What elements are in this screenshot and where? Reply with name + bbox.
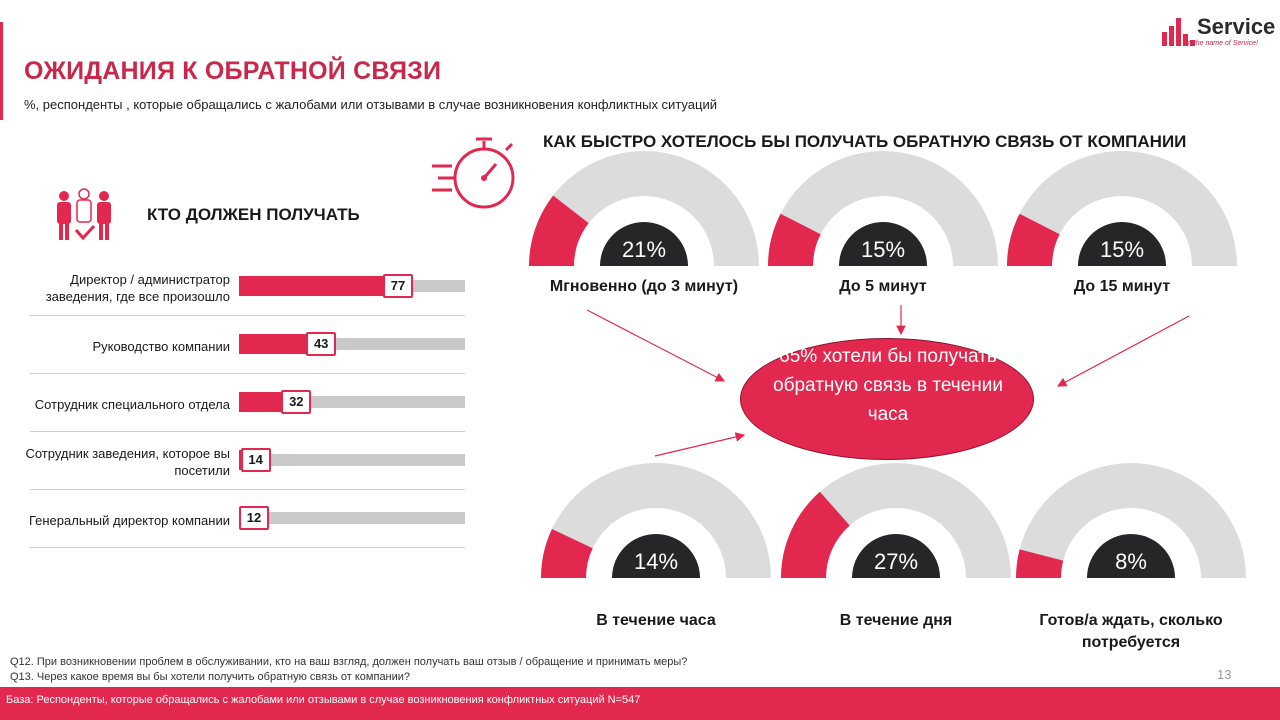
gauge-track: [541, 463, 771, 578]
gauge-category-label: Мгновенно (до 3 минут): [549, 278, 739, 295]
summary-oval: [740, 338, 1034, 460]
gauge-center: [612, 534, 700, 578]
page-number: 13: [1217, 667, 1232, 682]
gauge-fill: [541, 529, 593, 578]
row-separator: [30, 431, 465, 432]
bar-value-label: 32: [281, 390, 312, 414]
row-separator: [30, 547, 465, 548]
gauge-category-label: Готов/а ждать, сколько потребуется: [1039, 612, 1223, 651]
footnotes: Q12. При возникновении проблем в обслужи…: [10, 655, 687, 685]
arrow-line: [586, 309, 726, 382]
gauge-value-label: 8%: [1115, 549, 1147, 574]
gauge-value-label: 21%: [622, 237, 666, 262]
right-section-title: КАК БЫСТРО ХОТЕЛОСЬ БЫ ПОЛУЧАТЬ ОБРАТНУЮ…: [543, 132, 1187, 151]
page-subtitle: %, респонденты , которые обращались с жа…: [24, 97, 717, 112]
left-section-title: КТО ДОЛЖЕН ПОЛУЧАТЬ: [147, 205, 360, 224]
bar-track: [239, 454, 465, 466]
gauge-track: [1016, 463, 1246, 578]
gauge-category-label: В течение дня: [839, 612, 953, 629]
gauge-value-label: 14%: [634, 549, 678, 574]
gauge-fill: [781, 491, 850, 578]
gauge-center: [852, 534, 940, 578]
row-separator: [30, 315, 465, 316]
gauge-center: [839, 222, 927, 266]
gauge-fill: [1016, 549, 1064, 578]
bar-value-label: 77: [383, 274, 414, 298]
arrow-line: [654, 432, 746, 457]
service-logo: Service In the name of Service!: [1160, 8, 1275, 52]
gauge-track: [781, 463, 1011, 578]
bar-category-label: Руководство компании: [92, 338, 230, 354]
gauge-track: [1007, 151, 1237, 266]
bar-category-label: Генеральный директор компании: [28, 512, 230, 528]
gauge-center: [1078, 222, 1166, 266]
logo-name: Service: [1197, 14, 1276, 39]
gauge-center: [1087, 534, 1175, 578]
gauge-fill: [529, 195, 589, 266]
bar-category-label: Директор / администратор заведения, где …: [45, 272, 230, 304]
gauge-center: [600, 222, 688, 266]
footnote-q12: Q12. При возникновении проблем в обслужи…: [10, 656, 688, 668]
gauge-value-label: 15%: [861, 237, 905, 262]
bar-track: [239, 512, 465, 524]
bar-value-label: 43: [306, 332, 337, 356]
footnote-q13: Q13. Через какое время вы бы хотели полу…: [10, 671, 411, 683]
bar: [239, 276, 414, 296]
gauge-fill: [768, 213, 821, 266]
bar-category-label: Сотрудник специального отдела: [34, 396, 230, 412]
summary-text: 65% хотели бы получать обратную связь в …: [773, 346, 1003, 425]
logo-bars-icon: [1162, 18, 1195, 46]
bar-category-label: Сотрудник заведения, которое вы посетили: [25, 446, 230, 478]
base-note: База: Респонденты, которые обращались с …: [6, 694, 641, 706]
gauge-track: [529, 151, 759, 266]
gauge-category-label: До 15 минут: [1073, 278, 1171, 295]
gauge-fill: [1007, 213, 1060, 266]
gauge-value-label: 27%: [874, 549, 918, 574]
people-group-icon: [57, 188, 111, 241]
footer-bar: База: Респонденты, которые обращались с …: [0, 687, 1280, 720]
bar-value-label: 12: [239, 506, 269, 530]
row-separator: [30, 489, 465, 490]
arrow-line: [1056, 315, 1190, 387]
logo-tagline: In the name of Service!: [1186, 40, 1258, 47]
gauge-category-label: До 5 минут: [839, 278, 927, 295]
row-separator: [30, 373, 465, 374]
accent-bar: [0, 22, 3, 120]
gauge-track: [768, 151, 998, 266]
gauge-value-label: 15%: [1100, 237, 1144, 262]
bar-value-label: 14: [240, 448, 271, 472]
stopwatch-icon: [432, 137, 515, 209]
page-title: ОЖИДАНИЯ К ОБРАТНОЙ СВЯЗИ: [24, 57, 442, 85]
gauge-category-label: В течение часа: [596, 612, 716, 629]
